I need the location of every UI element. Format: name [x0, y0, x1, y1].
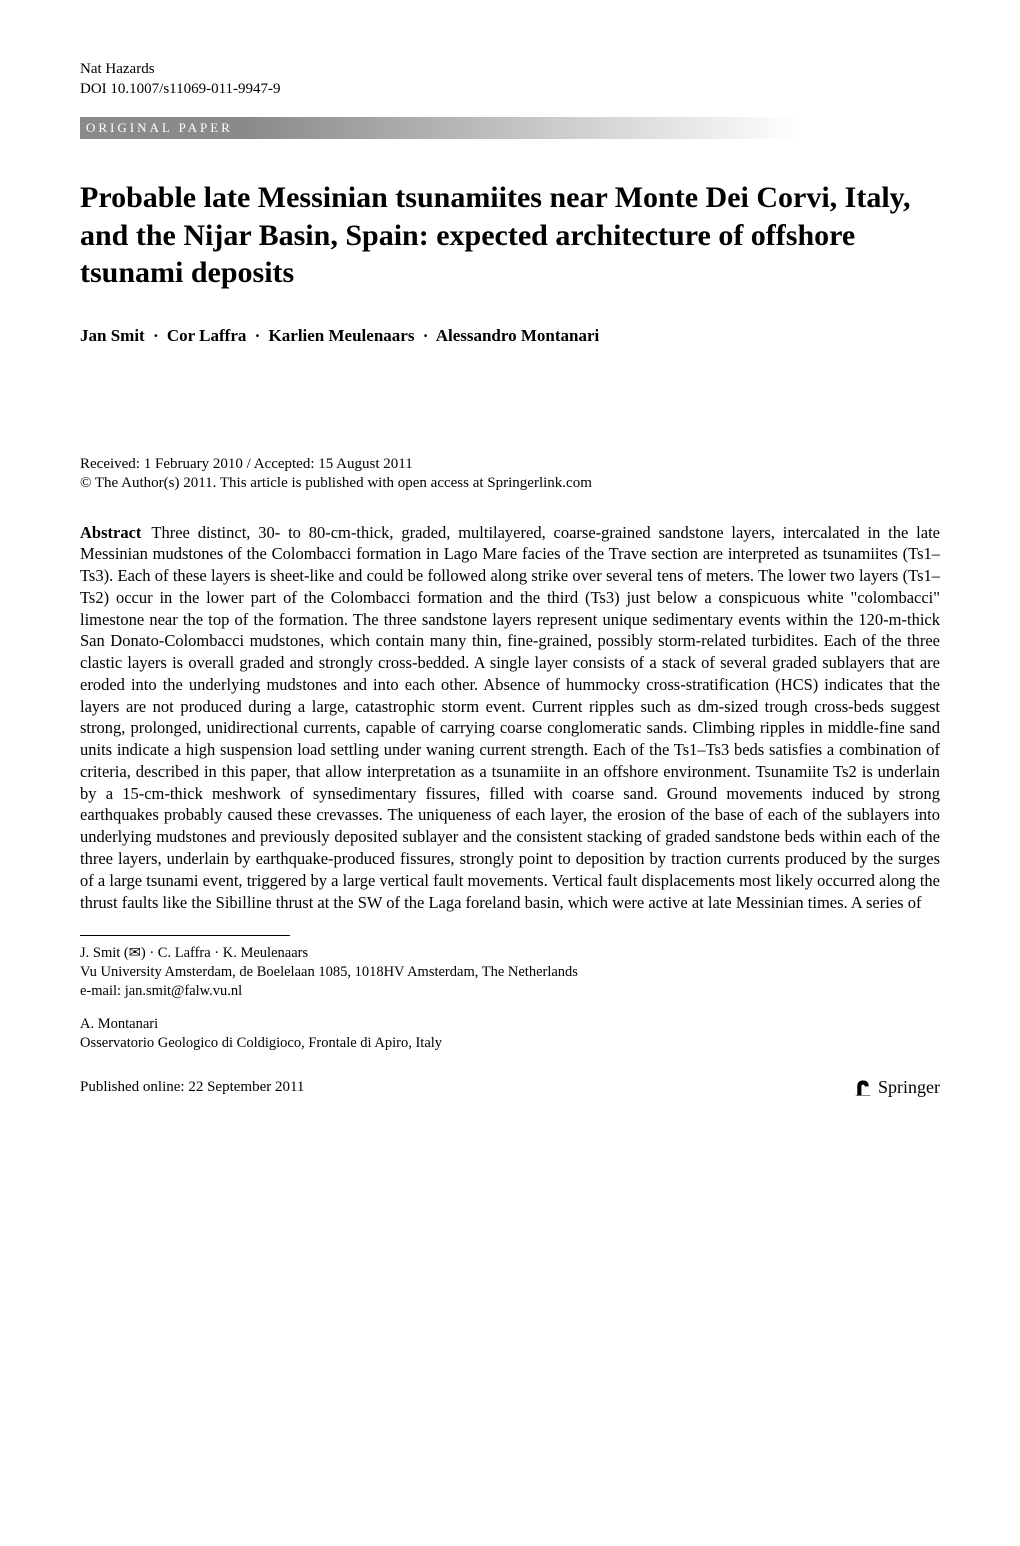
publisher-logo: Springer — [852, 1077, 940, 1099]
author-3: Karlien Meulenaars — [269, 326, 415, 345]
affiliation-group-1: J. Smit (✉) · C. Laffra · K. Meulenaars … — [80, 944, 940, 1001]
author-list: Jan Smit · Cor Laffra · Karlien Meulenaa… — [80, 326, 940, 346]
abstract: AbstractThree distinct, 30- to 80-cm-thi… — [80, 522, 940, 914]
footnote-rule — [80, 935, 290, 936]
affiliation-group-2: A. Montanari Osservatorio Geologico di C… — [80, 1015, 940, 1053]
footer: Published online: 22 September 2011 Spri… — [80, 1077, 940, 1099]
affiliation-address: Osservatorio Geologico di Coldigioco, Fr… — [80, 1034, 940, 1053]
copyright-line: © The Author(s) 2011. This article is pu… — [80, 475, 940, 492]
author-4: Alessandro Montanari — [436, 326, 600, 345]
author-2: Cor Laffra — [167, 326, 246, 345]
published-online: Published online: 22 September 2011 — [80, 1079, 304, 1096]
author-separator: · — [419, 326, 433, 345]
springer-horse-icon — [852, 1077, 874, 1099]
affiliation-email: e-mail: jan.smit@falw.vu.nl — [80, 982, 940, 1001]
article-title: Probable late Messinian tsunamiites near… — [80, 179, 940, 292]
affiliation-authors: J. Smit (✉) · C. Laffra · K. Meulenaars — [80, 944, 940, 963]
dates-line: Received: 1 February 2010 / Accepted: 15… — [80, 456, 940, 473]
abstract-label: Abstract — [80, 523, 151, 542]
doi: DOI 10.1007/s11069-011-9947-9 — [80, 80, 940, 100]
section-banner-label: ORIGINAL PAPER — [80, 117, 247, 139]
section-banner-fade — [247, 117, 940, 139]
journal-header: Nat Hazards DOI 10.1007/s11069-011-9947-… — [80, 60, 940, 99]
affiliation-address: Vu University Amsterdam, de Boelelaan 10… — [80, 963, 940, 982]
journal-name: Nat Hazards — [80, 60, 940, 80]
author-separator: · — [251, 326, 265, 345]
publisher-name: Springer — [878, 1077, 940, 1098]
section-banner: ORIGINAL PAPER — [80, 117, 940, 139]
abstract-text: Three distinct, 30- to 80-cm-thick, grad… — [80, 523, 940, 912]
author-1: Jan Smit — [80, 326, 145, 345]
author-separator: · — [149, 326, 163, 345]
affiliation-authors: A. Montanari — [80, 1015, 940, 1034]
